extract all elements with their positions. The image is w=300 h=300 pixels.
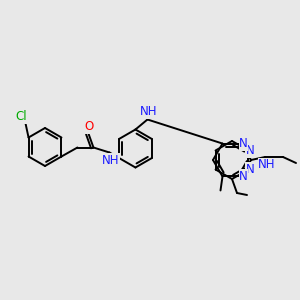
Text: N: N xyxy=(246,163,255,176)
Text: NH: NH xyxy=(102,154,119,167)
Text: Cl: Cl xyxy=(16,110,27,123)
Text: N: N xyxy=(239,137,248,150)
Text: N: N xyxy=(239,170,248,183)
Text: O: O xyxy=(85,120,94,133)
Text: N: N xyxy=(246,144,255,157)
Text: NH: NH xyxy=(140,105,157,118)
Text: NH: NH xyxy=(258,158,276,172)
